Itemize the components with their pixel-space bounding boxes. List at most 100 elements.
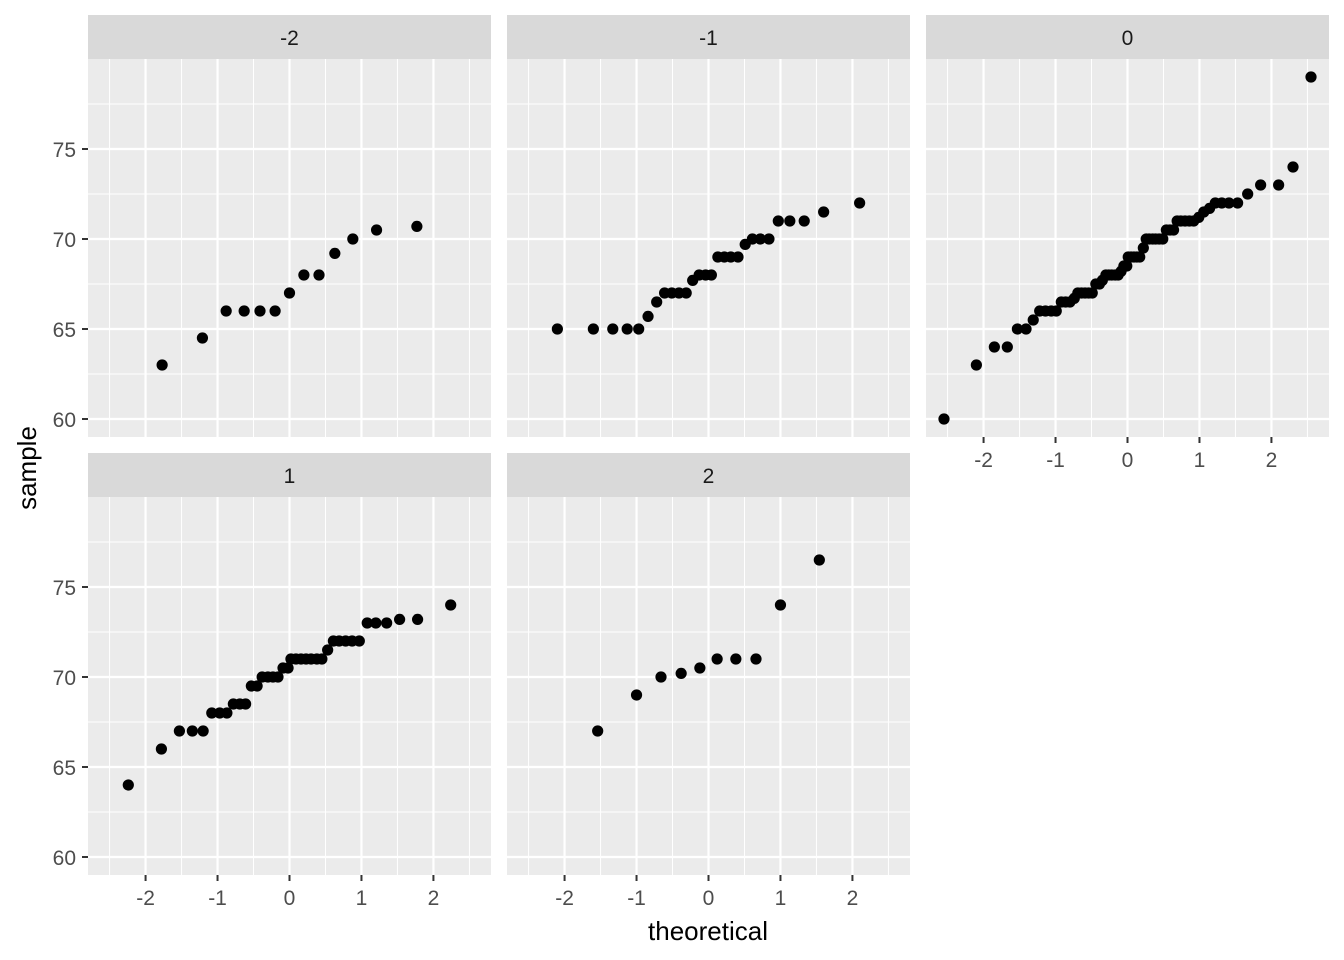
x-axis-title: theoretical (648, 916, 768, 946)
x-tick-label: 0 (284, 887, 296, 910)
y-tick-label: 70 (53, 667, 76, 690)
data-point (196, 332, 209, 344)
facet-panel-3: 0 (926, 15, 1329, 437)
data-point (1287, 161, 1299, 173)
data-point (988, 341, 1000, 353)
data-point (1157, 233, 1169, 245)
facet-strip (926, 15, 1329, 59)
x-tick-label: 2 (847, 887, 859, 910)
data-point (1050, 305, 1062, 317)
facet-panel-5: 2 (507, 453, 910, 875)
data-point (361, 617, 373, 629)
data-points (122, 599, 457, 791)
data-point (272, 671, 284, 683)
x-tick-label: -1 (627, 887, 646, 910)
data-point (347, 233, 359, 245)
y-tick-label: 70 (53, 229, 76, 252)
y-tick-label: 75 (53, 577, 76, 600)
y-tick-label: 65 (53, 757, 76, 780)
facet-strip (507, 453, 910, 497)
data-point (269, 305, 281, 317)
data-point (370, 617, 382, 629)
data-points (156, 220, 423, 371)
data-point (1223, 197, 1235, 209)
data-point (313, 269, 325, 281)
data-point (251, 680, 263, 692)
data-point (197, 725, 209, 737)
data-point (220, 305, 232, 317)
data-point (587, 323, 599, 335)
data-point (238, 305, 250, 317)
data-point (642, 310, 654, 322)
data-point (254, 305, 266, 317)
x-tick-label: 2 (1266, 449, 1278, 472)
data-points (551, 197, 866, 335)
data-point (156, 359, 168, 371)
y-tick-label: 60 (53, 409, 76, 432)
data-point (754, 233, 766, 245)
data-point (1134, 251, 1146, 263)
data-point (746, 233, 758, 245)
data-point (750, 653, 762, 665)
data-point (282, 662, 294, 674)
facet-panel-4: 1 (88, 453, 491, 875)
x-tick-label: -2 (555, 887, 574, 910)
data-point (445, 599, 457, 611)
data-point (370, 224, 383, 236)
data-point (411, 220, 423, 232)
facet-panel-2: -1 (507, 15, 910, 437)
x-tick-label: -2 (136, 887, 155, 910)
facet-strip-label: 1 (284, 465, 296, 488)
data-point (651, 296, 663, 308)
data-point (155, 743, 168, 755)
facet-panel-1: -2 (88, 15, 491, 437)
x-tick-label: 1 (775, 887, 787, 910)
data-point (1020, 323, 1032, 335)
data-point (970, 359, 982, 371)
data-point (763, 233, 775, 245)
data-point (1255, 179, 1267, 191)
x-tick-label: 0 (703, 887, 715, 910)
data-point (1232, 197, 1244, 209)
x-tick-label: -1 (208, 887, 227, 910)
data-point (1121, 260, 1133, 272)
data-point (633, 323, 645, 335)
data-point (711, 653, 723, 665)
x-tick-label: 2 (428, 887, 440, 910)
data-point (592, 725, 604, 737)
data-point (680, 287, 692, 299)
data-point (730, 653, 742, 665)
data-point (394, 613, 406, 626)
data-point (316, 653, 328, 665)
x-tick-label: -1 (1046, 449, 1065, 472)
data-point (173, 725, 185, 737)
data-point (551, 323, 563, 335)
data-point (1305, 71, 1317, 83)
x-tick-label: 1 (1194, 449, 1206, 472)
data-point (772, 215, 784, 227)
x-tick-label: 1 (356, 887, 368, 910)
data-point (411, 613, 424, 626)
data-point (630, 689, 643, 701)
data-point (784, 215, 796, 227)
data-point (1027, 314, 1039, 326)
data-point (774, 599, 787, 611)
data-point (298, 269, 310, 281)
facet-strip-label: -2 (280, 27, 299, 50)
data-point (122, 779, 134, 791)
data-point (381, 617, 393, 629)
data-point (206, 707, 218, 719)
data-point (322, 644, 334, 656)
data-point (1273, 179, 1285, 191)
data-point (1011, 323, 1023, 335)
data-point (1137, 242, 1149, 254)
data-point (240, 698, 252, 710)
data-point (694, 662, 706, 674)
facet-strip-label: -1 (699, 27, 718, 50)
data-point (938, 413, 950, 425)
facet-strip (507, 15, 910, 59)
data-point (221, 707, 233, 719)
data-point (329, 247, 341, 259)
data-point (732, 251, 744, 263)
